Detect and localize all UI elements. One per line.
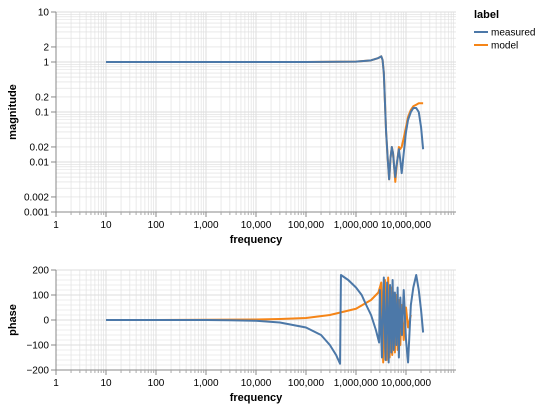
phase-chart: 1 10 100 1,000 10,000 100,000 1,000,000 10,000,…	[7, 266, 456, 404]
x-tick-label: 100,000	[288, 378, 325, 389]
y-tick-label: −100	[26, 341, 49, 352]
x-tick-label: 1,000	[193, 220, 218, 231]
y-tick-label: 0.1	[35, 108, 49, 119]
x-tick-label: 1,000,000	[334, 220, 379, 231]
x-tick-label: 100	[148, 378, 165, 389]
legend-item-model: model	[474, 41, 518, 52]
y-tick-label: 0.2	[35, 92, 49, 103]
legend: label measured model	[474, 9, 535, 52]
x-tick-label: 1,000	[193, 378, 218, 389]
x-tick-label: 10	[100, 378, 112, 389]
y-tick-label: 0	[43, 316, 49, 327]
legend-title: label	[474, 9, 499, 21]
y-tick-label: 200	[32, 266, 49, 277]
y-tick-label: 0.001	[24, 208, 49, 219]
x-tick-label: 100,000	[288, 220, 325, 231]
grid	[55, 11, 456, 213]
legend-label-measured: measured	[491, 28, 535, 39]
series-line-measured	[106, 274, 425, 365]
y-tick-label: 2	[43, 42, 49, 53]
x-tick-label: 10,000	[241, 220, 272, 231]
y-tick-label: −200	[26, 366, 49, 377]
y-axis-title: magnitude	[7, 84, 19, 140]
x-tick-label: 10	[100, 220, 112, 231]
x-tick-label: 1	[53, 378, 59, 389]
x-axis-title: frequency	[230, 392, 283, 404]
legend-item-measured: measured	[474, 28, 535, 39]
x-tick-label: 10,000,000	[381, 378, 431, 389]
x-tick-label: 1	[53, 220, 59, 231]
x-axis-title: frequency	[230, 234, 283, 246]
x-tick-label: 10,000	[241, 378, 272, 389]
magnitude-chart: 1 10 100 1,000 10,000 100,000 1,000,000 10,000,…	[7, 8, 456, 246]
y-tick-label: 10	[38, 8, 50, 19]
y-tick-label: 0.02	[30, 142, 50, 153]
x-tick-label: 100	[148, 220, 165, 231]
x-tick-label: 1,000,000	[334, 378, 379, 389]
y-tick-label: 0.002	[24, 192, 49, 203]
x-tick-label: 10,000,000	[381, 220, 431, 231]
y-tick-label: 0.01	[30, 158, 50, 169]
legend-label-model: model	[491, 41, 518, 52]
y-axis-title: phase	[7, 304, 19, 336]
y-tick-label: 100	[32, 291, 49, 302]
y-tick-label: 1	[43, 58, 49, 69]
series-line-measured	[106, 55, 425, 181]
